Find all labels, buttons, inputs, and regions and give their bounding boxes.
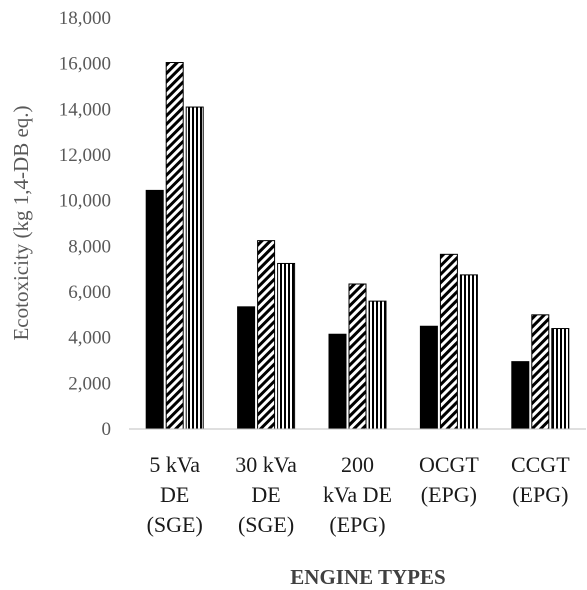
x-category-label: 5 kVa (149, 452, 200, 477)
y-axis-ticks: 0 2,000 4,000 6,000 8,000 10,000 12,000 14,000 1… (59, 8, 111, 440)
bars (145, 62, 570, 430)
bar-diagonal-hatch (439, 253, 458, 430)
bar-solid (511, 361, 530, 430)
bar-vertical-stripes (551, 328, 570, 430)
x-category-label: 30 kVa (235, 452, 297, 477)
x-category-label: OCGT (419, 452, 479, 477)
bar-diagonal-hatch (531, 314, 550, 430)
x-axis-title: ENGINE TYPES (290, 565, 445, 589)
bar-vertical-stripes (277, 262, 296, 430)
bar-solid (237, 306, 256, 430)
x-category-label: (EPG) (329, 512, 385, 537)
y-tick-label: 16,000 (59, 54, 111, 75)
bar-solid (419, 325, 438, 430)
y-tick-label: 10,000 (59, 191, 111, 212)
y-tick-label: 2,000 (68, 373, 111, 394)
x-category-label: (EPG) (421, 482, 477, 507)
y-tick-label: 4,000 (68, 328, 111, 349)
x-category-label: (SGE) (147, 512, 203, 537)
x-category-label: DE (251, 482, 280, 507)
bar-solid (328, 333, 347, 430)
y-axis-title: Ecotoxicity (kg 1,4-DB eq.) (9, 105, 33, 340)
x-category-label: 200 (341, 452, 374, 477)
bar-vertical-stripes (185, 106, 204, 430)
y-tick-label: 18,000 (59, 8, 111, 29)
bar-diagonal-hatch (348, 283, 367, 430)
y-tick-label: 0 (102, 419, 112, 440)
bar-diagonal-hatch (165, 62, 184, 430)
bar-vertical-stripes (459, 274, 478, 430)
x-axis-categories: 5 kVa DE (SGE) 30 kVa DE (SGE) 200 kVa DE (EPG) O… (147, 452, 571, 537)
y-tick-label: 12,000 (59, 145, 111, 166)
x-category-label: (EPG) (512, 482, 568, 507)
bar-solid (145, 189, 164, 430)
bar-diagonal-hatch (257, 240, 276, 430)
x-category-label: (SGE) (238, 512, 294, 537)
x-category-label: kVa DE (323, 482, 392, 507)
y-tick-label: 8,000 (68, 236, 111, 257)
x-category-label: DE (160, 482, 189, 507)
bar-vertical-stripes (368, 300, 387, 430)
y-tick-label: 14,000 (59, 99, 111, 120)
x-category-label: CCGT (511, 452, 570, 477)
y-tick-label: 6,000 (68, 282, 111, 303)
